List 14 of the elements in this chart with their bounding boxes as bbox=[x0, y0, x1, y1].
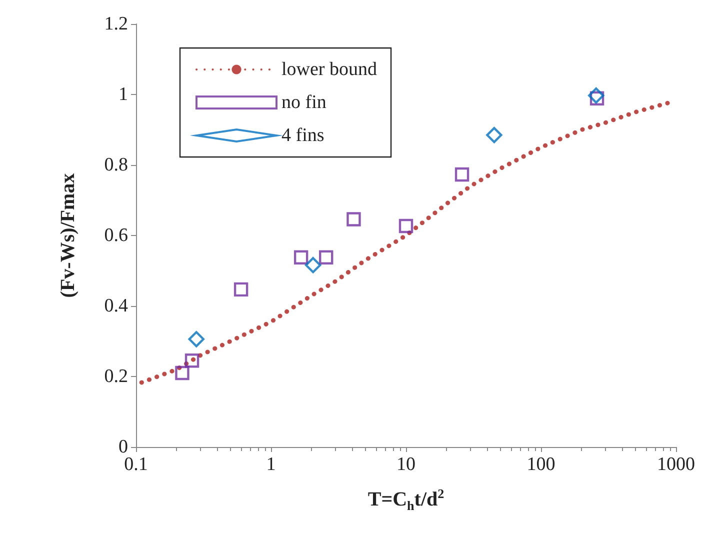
y-axis-title: (Fv-Ws)/Fmax bbox=[57, 173, 79, 298]
y-tick-label: 0.2 bbox=[104, 366, 128, 387]
y-tick-label: 1 bbox=[118, 84, 128, 105]
x-tick-label: 1 bbox=[266, 454, 276, 475]
legend-label: 4 fins bbox=[282, 125, 324, 146]
x-tick-label: 1000 bbox=[657, 454, 695, 475]
legend-label: lower bound bbox=[282, 59, 378, 80]
y-tick-label: 0.8 bbox=[104, 154, 128, 176]
x-tick-label: 100 bbox=[526, 454, 556, 475]
y-tick-label: 1.2 bbox=[104, 14, 128, 34]
y-tick-label: 0.6 bbox=[104, 225, 128, 246]
x-tick-label: 10 bbox=[396, 454, 416, 475]
y-tick-label: 0.4 bbox=[104, 296, 128, 316]
legend-label: no fin bbox=[282, 92, 327, 113]
